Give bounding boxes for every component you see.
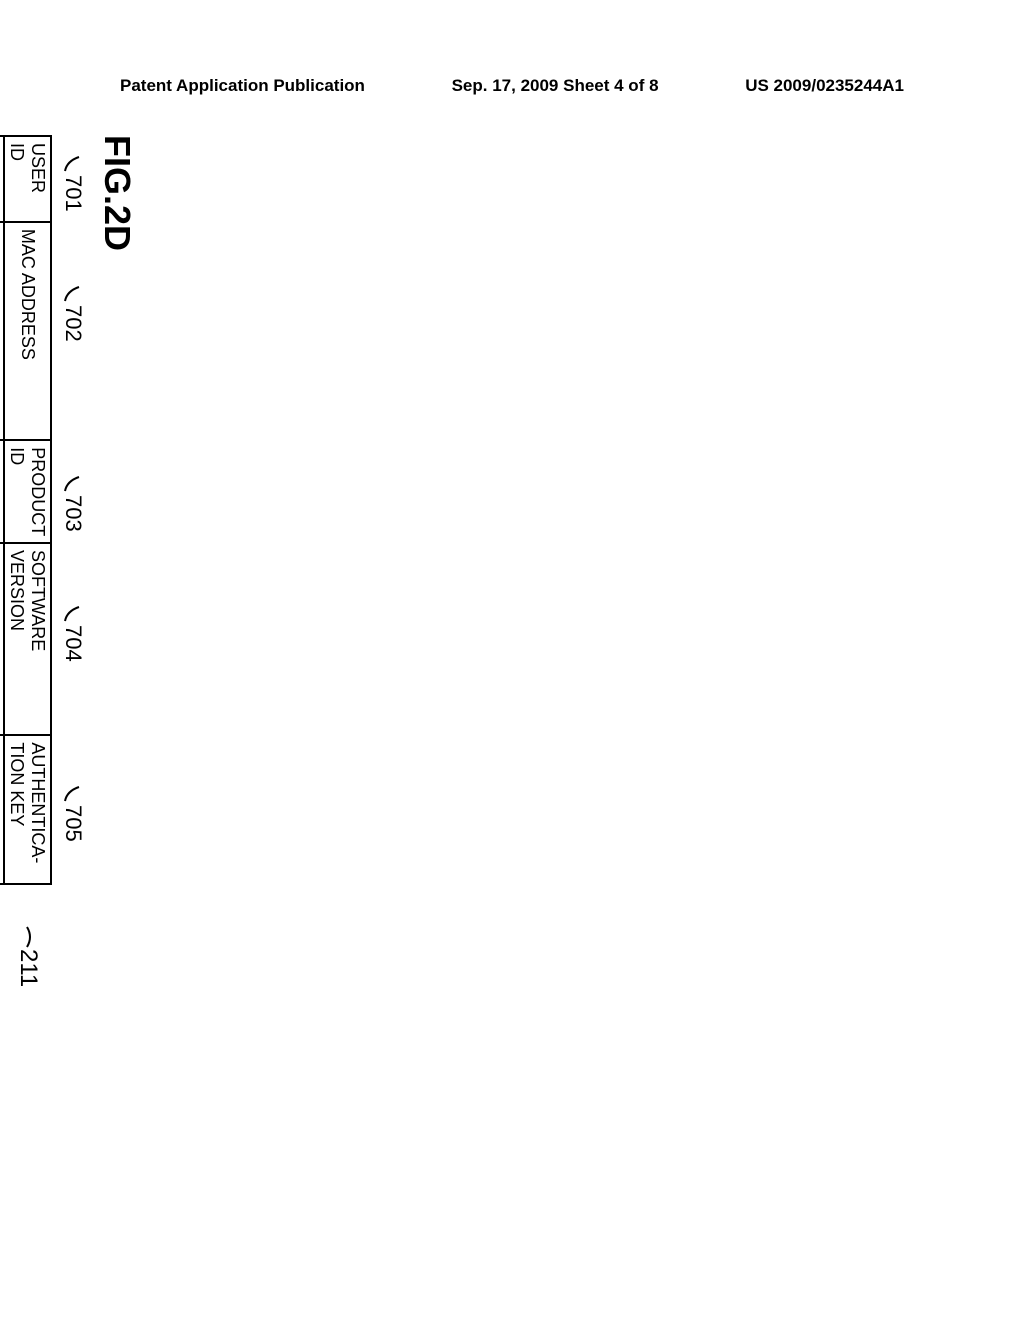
col-ref-704: 704 [60,605,86,662]
col-ref-702: 702 [60,285,86,342]
fig-2d-right-annot: 211 [14,925,42,987]
fig-2d-label: FIG.2D [96,135,138,885]
table-header: SOFTWARE VERSION [4,543,51,735]
col-ref-705: 705 [60,785,86,842]
table-cell: S1 [0,440,4,543]
header-left: Patent Application Publication [120,76,365,96]
table-header: PRODUCT ID [4,440,51,543]
header-right: US 2009/0235244A1 [745,76,904,96]
table-header: USER ID [4,136,51,222]
table-cell: 0.8 [0,543,4,735]
table-cell: 001 [0,136,4,222]
table-row: 00101-23-45-67-89-ABS10.8******** [0,136,4,884]
fig-2d-table: USER IDMAC ADDRESSPRODUCT IDSOFTWARE VER… [0,135,52,885]
rotated-content: FIG.2D 701 702 703 704 705 USER IDMAC AD… [0,135,138,885]
table-cell: 01-23-45-67-89-AB [0,222,4,440]
page-header: Patent Application Publication Sep. 17, … [0,76,1024,96]
table-header: MAC ADDRESS [4,222,51,440]
patent-page: Patent Application Publication Sep. 17, … [0,0,1024,1320]
table-header: AUTHENTICA-TION KEY [4,735,51,884]
fig-2d: FIG.2D 701 702 703 704 705 USER IDMAC AD… [0,135,138,885]
table-cell: ******** [0,735,4,884]
fig-2d-col-refs: 701 702 703 704 705 [52,135,86,885]
header-middle: Sep. 17, 2009 Sheet 4 of 8 [452,76,659,96]
col-ref-703: 703 [60,475,86,532]
col-ref-701: 701 [60,155,86,212]
